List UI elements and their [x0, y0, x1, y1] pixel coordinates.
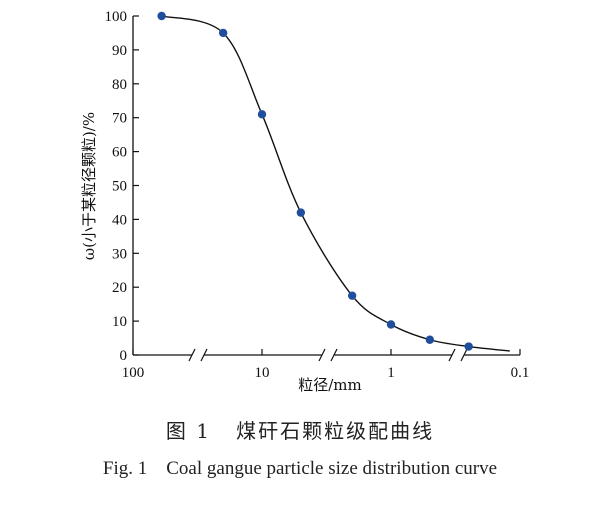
- x-tick-label: 100: [122, 365, 145, 381]
- data-point-marker: [257, 110, 267, 119]
- data-point-marker: [386, 320, 396, 329]
- data-point-marker: [464, 342, 473, 351]
- data-point-marker: [218, 28, 228, 38]
- x-axis-break-mark: [448, 348, 456, 362]
- x-tick-label: 10: [255, 365, 270, 381]
- data-point-marker: [157, 11, 166, 21]
- distribution-curve: [161, 15, 510, 352]
- x-axis-break-mark: [188, 348, 196, 362]
- y-tick-label: 90: [112, 43, 127, 59]
- data-point-marker: [296, 208, 306, 217]
- y-tick-label: 30: [112, 246, 127, 262]
- y-tick-label: 60: [112, 145, 127, 161]
- data-point-marker: [425, 335, 435, 344]
- y-tick-label: 70: [112, 111, 127, 127]
- y-axis-label: ω(小于某粒径颗粒)/%: [80, 112, 98, 260]
- tick-labels-layer: 0 10 20 30 40 50 60 70 80 90 100 100 10 1 0.1: [105, 9, 530, 381]
- y-tick-label: 50: [112, 179, 127, 195]
- y-tick-label: 100: [105, 9, 128, 25]
- figure-caption-english: Fig. 1 Coal gangue particle size distrib…: [102, 458, 498, 479]
- y-tick-label: 10: [112, 314, 127, 330]
- x-axis-break-mark: [318, 348, 326, 362]
- x-axis-label: 粒径/mm: [298, 376, 362, 394]
- x-tick-label: 1: [387, 365, 395, 381]
- data-markers-layer: [157, 11, 473, 351]
- y-tick-label: 0: [120, 348, 128, 364]
- x-tick-label: 0.1: [511, 365, 530, 381]
- chart-axes: [132, 15, 521, 362]
- y-tick-label: 20: [112, 280, 127, 296]
- y-tick-label: 80: [112, 77, 127, 93]
- figure-caption-chinese: 图 1 煤矸石颗粒级配曲线: [165, 419, 435, 443]
- particle-size-chart: 0 10 20 30 40 50 60 70 80 90 100 100 10 1 0.1 粒径/mm ω(…: [80, 9, 530, 394]
- distribution-curve-layer: [161, 15, 510, 352]
- y-tick-label: 40: [112, 212, 127, 228]
- data-point-marker: [347, 291, 357, 300]
